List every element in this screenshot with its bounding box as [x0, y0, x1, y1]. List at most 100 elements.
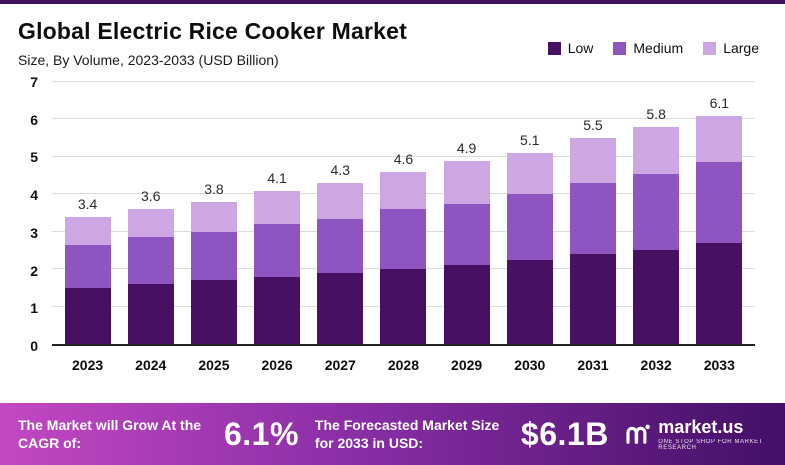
- bar-segment-low: [64, 287, 111, 344]
- bar-segment-large: [506, 153, 553, 195]
- stacked-bar-chart: 0 1 2 3 4 5 6 7 3.4 3.6 3.8 4.1 4.3 4.6 4.9 5.1 5.5 5.8 6…: [16, 74, 755, 380]
- bar-2023: 3.4: [64, 82, 111, 344]
- cagr-label: The Market will Grow At the CAGR of:: [18, 416, 202, 451]
- bar-total-label: 6.1: [709, 94, 730, 111]
- bar-2032: 5.8: [633, 82, 680, 344]
- bar-segment-medium: [633, 173, 680, 251]
- bar-segment-large: [380, 171, 427, 210]
- bar-2031: 5.5: [569, 82, 616, 344]
- bar-segment-low: [633, 250, 680, 344]
- gridline: [52, 155, 755, 157]
- bar-segment-large: [64, 216, 111, 245]
- legend-label-large: Large: [723, 40, 759, 56]
- bar-total-label: 3.4: [77, 195, 98, 212]
- bar-segment-medium: [569, 183, 616, 255]
- x-axis-label-2023: 2023: [72, 357, 104, 373]
- forecast-value: $6.1B: [520, 415, 609, 452]
- bar-segment-low: [190, 280, 237, 344]
- bar-total-label: 4.9: [456, 139, 477, 156]
- brand-text: market.us ONE STOP SHOP FOR MARKET RESEA…: [658, 418, 767, 451]
- brand-block: market.us ONE STOP SHOP FOR MARKET RESEA…: [625, 418, 767, 451]
- x-axis-label-2028: 2028: [387, 357, 420, 373]
- legend-item-medium: Medium: [613, 40, 683, 56]
- bar-segment-large: [569, 138, 616, 184]
- bar-segment-low: [506, 259, 553, 344]
- forecast-label: The Forecasted Market Size for 2033 in U…: [314, 416, 500, 451]
- legend-swatch-large-icon: [703, 41, 717, 55]
- bar-total-label: 4.6: [393, 150, 414, 167]
- bar-total-label: 3.8: [204, 180, 224, 197]
- y-tick-label: 7: [30, 74, 38, 90]
- chart-legend: Low Medium Large: [547, 18, 759, 68]
- bar-total-label: 5.8: [646, 105, 666, 122]
- bar-segment-large: [127, 209, 174, 238]
- bar-segment-large: [317, 183, 364, 219]
- bar-2024: 3.6: [127, 82, 174, 344]
- y-tick-label: 5: [30, 149, 38, 166]
- header: Global Electric Rice Cooker Market Size,…: [0, 4, 785, 68]
- bar-2033: 6.1: [696, 82, 743, 344]
- y-axis: 0 1 2 3 4 5 6 7: [16, 74, 48, 354]
- bar-segment-large: [633, 126, 680, 174]
- brand-name: market.us: [658, 416, 744, 437]
- bar-segment-medium: [317, 218, 364, 273]
- x-axis-label-2031: 2031: [577, 357, 609, 373]
- plot-area: 3.4 3.6 3.8 4.1 4.3 4.6 4.9 5.1 5.5 5.8 6.1: [52, 81, 755, 346]
- brand-tagline: ONE STOP SHOP FOR MARKET RESEARCH: [658, 438, 763, 451]
- page-title: Global Electric Rice Cooker Market: [18, 18, 407, 44]
- bar-2027: 4.3: [317, 82, 364, 344]
- x-axis-label-2026: 2026: [261, 357, 293, 373]
- legend-swatch-medium-icon: [613, 41, 627, 55]
- legend-item-low: Low: [547, 40, 594, 56]
- bar-segment-medium: [506, 194, 553, 260]
- header-text: Global Electric Rice Cooker Market Size,…: [18, 18, 407, 68]
- bar-segment-low: [254, 276, 301, 344]
- bar-2028: 4.6: [380, 82, 427, 344]
- y-tick-label: 1: [30, 300, 38, 317]
- legend-label-medium: Medium: [633, 40, 684, 56]
- market-us-logo-icon: [626, 424, 650, 444]
- legend-label-low: Low: [567, 40, 594, 56]
- footer-banner: The Market will Grow At the CAGR of: 6.1…: [0, 403, 785, 465]
- bar-total-label: 3.6: [141, 188, 161, 205]
- bar-segment-low: [443, 265, 490, 344]
- cagr-value: 6.1%: [223, 415, 299, 452]
- bar-segment-medium: [443, 203, 490, 266]
- bar-2026: 4.1: [254, 82, 301, 344]
- page-subtitle: Size, By Volume, 2023-2033 (USD Billion): [18, 52, 279, 68]
- bar-segment-large: [254, 190, 301, 225]
- x-axis-label-2027: 2027: [324, 357, 356, 373]
- bar-segment-large: [443, 160, 490, 204]
- bar-2029: 4.9: [443, 82, 490, 344]
- y-tick-label: 0: [30, 338, 38, 354]
- legend-item-large: Large: [703, 40, 759, 56]
- bar-segment-low: [696, 242, 743, 344]
- bar-segment-large: [190, 201, 237, 232]
- x-axis-label-2033: 2033: [703, 357, 735, 373]
- bar-2030: 5.1: [506, 82, 553, 344]
- y-tick-label: 3: [30, 224, 38, 241]
- y-tick-label: 4: [30, 187, 38, 204]
- bar-segment-medium: [64, 244, 111, 288]
- bar-segment-medium: [254, 224, 301, 277]
- x-axis-label-2030: 2030: [514, 357, 546, 373]
- bar-total-label: 5.1: [520, 132, 540, 149]
- x-axis: 2023 2024 2025 2026 2027 2028 2029 2030 2031 2032…: [52, 350, 755, 380]
- x-axis-label-2032: 2032: [640, 357, 672, 373]
- bar-segment-low: [127, 284, 174, 344]
- bar-total-label: 4.1: [267, 169, 287, 186]
- bar-segment-low: [569, 254, 616, 344]
- gridline: [52, 81, 755, 82]
- bar-segment-medium: [380, 209, 427, 270]
- bar-segment-medium: [190, 231, 237, 281]
- bar-segment-low: [380, 269, 427, 344]
- bar-2025: 3.8: [190, 82, 237, 344]
- bars-container: 3.4 3.6 3.8 4.1 4.3 4.6 4.9 5.1 5.5 5.8 6.1: [52, 82, 755, 344]
- bar-segment-large: [696, 115, 743, 163]
- bar-total-label: 5.5: [583, 117, 603, 134]
- y-tick-label: 2: [30, 262, 38, 279]
- bar-segment-low: [317, 272, 364, 344]
- gridline: [52, 118, 755, 120]
- x-axis-label-2029: 2029: [451, 357, 483, 373]
- x-axis-label-2025: 2025: [198, 357, 230, 373]
